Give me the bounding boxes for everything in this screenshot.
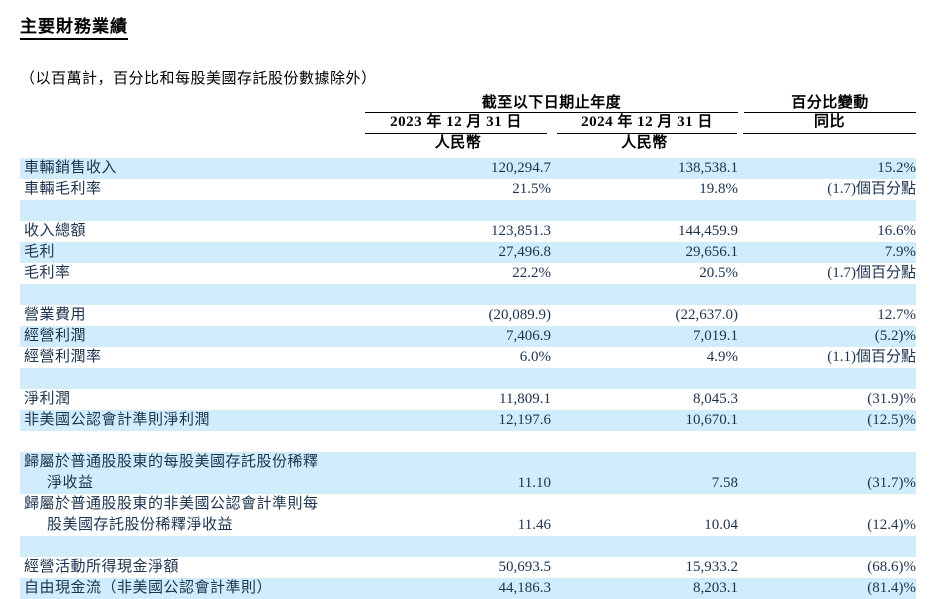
value-2023: 22.2% (512, 265, 551, 281)
value-2024: 10,670.1 (685, 412, 739, 428)
row-label: 收入總額 (24, 223, 87, 239)
header-gap (547, 113, 557, 134)
table-row-non-gaap-diluted-eps-ads: 歸屬於普通股股東的非美國公認會計準則每 股美國存託股份稀釋淨收益 11.46 1… (20, 494, 916, 536)
table-row-vehicle-sales: 車輛銷售收入 120,294.7 138,538.1 15.2% (20, 158, 916, 179)
value-2024: 7.58 (711, 475, 738, 491)
value-yoy: (1.7)個百分點 (827, 265, 916, 281)
value-yoy: (12.4)% (867, 517, 916, 533)
spacer-row (20, 431, 916, 452)
row-label: 經營活動所得現金淨額 (24, 559, 180, 575)
table-row-total-revenues: 收入總額 123,851.3 144,459.9 16.6% (20, 221, 916, 242)
table-header-date-row: 2023 年 12 月 31 日 2024 年 12 月 31 日 同比 (20, 113, 916, 134)
value-2024: 4.9% (706, 349, 738, 365)
header-spacer (738, 134, 916, 158)
header-col-2023: 2023 年 12 月 31 日 (365, 113, 547, 134)
spacer-row (20, 284, 916, 305)
value-2023: 123,851.3 (491, 223, 551, 239)
spacer-row (20, 536, 916, 557)
table-row-non-gaap-net-income: 非美國公認會計準則淨利潤 12,197.6 10,670.1 (12.5)% (20, 410, 916, 431)
row-label: 毛利 (24, 244, 56, 260)
row-label: 車輛毛利率 (24, 181, 102, 197)
value-yoy: (1.7)個百分點 (827, 181, 916, 197)
value-2024: 10.04 (704, 517, 738, 533)
row-label: 車輛銷售收入 (24, 160, 118, 176)
page-title: 主要財務業績 (20, 12, 128, 40)
financial-results-table: 截至以下日期止年度 百分比變動 2023 年 12 月 31 日 2024 年 … (20, 95, 916, 599)
value-2024: 7,019.1 (693, 328, 738, 344)
row-label-line1: 歸屬於普通股股東的非美國公認會計準則每 (24, 496, 319, 512)
value-2024: (22,637.0) (675, 307, 739, 323)
value-yoy: (5.2)% (874, 328, 916, 344)
report-page: 主要財務業績 （以百萬計，百分比和每股美國存託股份數據除外） 截至以下日期止年度… (20, 12, 916, 599)
table-row-operating-cash-flow: 經營活動所得現金淨額 50,693.5 15,933.2 (68.6)% (20, 557, 916, 578)
value-2024: 144,459.9 (678, 223, 738, 239)
currency-label-2024: 人民幣 (621, 135, 668, 151)
table-row-diluted-eps-ads: 歸屬於普通股股東的每股美國存託股份稀釋 淨收益 11.10 7.58 (31.7… (20, 452, 916, 494)
value-2023: 50,693.5 (498, 559, 552, 575)
header-change-group: 百分比變動 (744, 95, 916, 113)
value-2024: 138,538.1 (678, 160, 738, 176)
currency-label-2023: 人民幣 (434, 135, 482, 151)
row-label-line2: 股美國存託股份稀釋淨收益 (47, 517, 234, 533)
value-yoy: (31.9)% (867, 391, 916, 407)
table-header-group-row: 截至以下日期止年度 百分比變動 (20, 95, 916, 113)
table-row-operating-margin: 經營利潤率 6.0% 4.9% (1.1)個百分點 (20, 347, 916, 368)
header-col-2024: 2024 年 12 月 31 日 (557, 113, 737, 134)
value-2024: 8,203.1 (693, 580, 738, 596)
value-yoy: 15.2% (877, 160, 916, 176)
spacer-row (20, 200, 916, 221)
row-label: 歸屬於普通股股東的每股美國存託股份稀釋 淨收益 (20, 452, 365, 494)
value-yoy: (12.5)% (867, 412, 916, 428)
value-2023: 11.46 (517, 517, 551, 533)
row-label-line1: 歸屬於普通股股東的每股美國存託股份稀釋 (24, 454, 319, 470)
value-2024: 15,933.2 (685, 559, 739, 575)
table-row-gross-margin: 毛利率 22.2% 20.5% (1.7)個百分點 (20, 263, 916, 284)
value-2023: (20,089.9) (488, 307, 552, 323)
value-2023: 120,294.7 (491, 160, 551, 176)
value-2023: 21.5% (512, 181, 551, 197)
row-label: 營業費用 (24, 307, 87, 323)
table-row-free-cash-flow: 自由現金流（非美國公認會計準則） 44,186.3 8,203.1 (81.4)… (20, 578, 916, 599)
value-yoy: 12.7% (877, 307, 916, 323)
table-row-vehicle-margin: 車輛毛利率 21.5% 19.8% (1.7)個百分點 (20, 179, 916, 200)
table-row-operating-expenses: 營業費用 (20,089.9) (22,637.0) 12.7% (20, 305, 916, 326)
row-label: 淨利潤 (24, 391, 71, 407)
value-2024: 19.8% (699, 181, 738, 197)
value-2023: 7,406.9 (506, 328, 551, 344)
header-spacer (20, 134, 365, 158)
row-label: 歸屬於普通股股東的非美國公認會計準則每 股美國存託股份稀釋淨收益 (20, 494, 365, 536)
value-yoy: (31.7)% (867, 475, 916, 491)
value-yoy: (1.1)個百分點 (827, 349, 916, 365)
page-subtitle: （以百萬計，百分比和每股美國存託股份數據除外） (20, 71, 377, 87)
value-2023: 11.10 (517, 475, 551, 491)
value-2024: 29,656.1 (685, 244, 739, 260)
row-label: 經營利潤率 (24, 349, 102, 365)
value-2023: 6.0% (519, 349, 551, 365)
value-2024: 8,045.3 (693, 391, 738, 407)
row-label: 自由現金流（非美國公認會計準則） (24, 580, 273, 596)
value-2023: 27,496.8 (498, 244, 552, 260)
header-spacer (20, 113, 365, 134)
table-row-net-income: 淨利潤 11,809.1 8,045.3 (31.9)% (20, 389, 916, 410)
header-spacer (20, 95, 365, 113)
row-label: 毛利率 (24, 265, 71, 281)
header-col-yoy: 同比 (743, 113, 916, 134)
header-period-group: 截至以下日期止年度 (365, 95, 738, 113)
value-2024: 20.5% (699, 265, 738, 281)
value-yoy: 7.9% (884, 244, 916, 260)
value-yoy: 16.6% (877, 223, 916, 239)
table-row-gross-profit: 毛利 27,496.8 29,656.1 7.9% (20, 242, 916, 263)
value-yoy: (68.6)% (867, 559, 916, 575)
spacer-row (20, 368, 916, 389)
value-2023: 11,809.1 (499, 391, 551, 407)
table-row-operating-income: 經營利潤 7,406.9 7,019.1 (5.2)% (20, 326, 916, 347)
row-label: 非美國公認會計準則淨利潤 (24, 412, 211, 428)
value-2023: 12,197.6 (498, 412, 552, 428)
value-2023: 44,186.3 (498, 580, 552, 596)
value-yoy: (81.4)% (867, 580, 916, 596)
table-header-currency-row: 人民幣 人民幣 (20, 134, 916, 158)
row-label: 經營利潤 (24, 328, 87, 344)
row-label-line2: 淨收益 (47, 475, 94, 491)
